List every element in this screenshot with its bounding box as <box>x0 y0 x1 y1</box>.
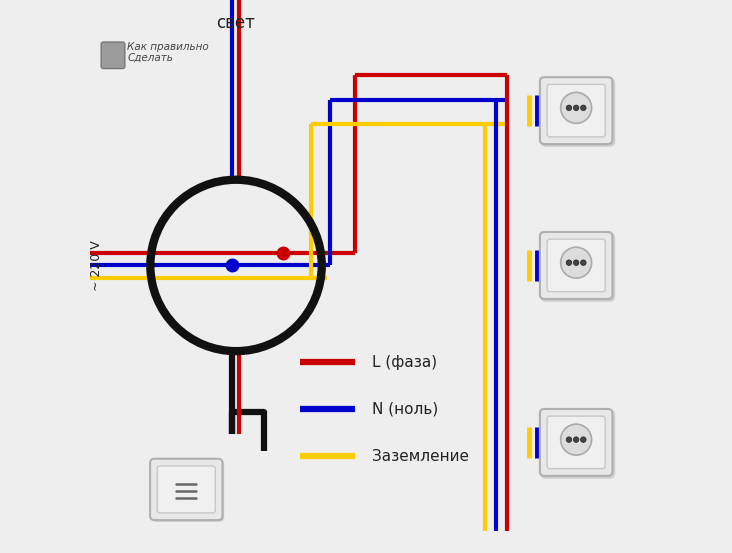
FancyBboxPatch shape <box>540 77 615 147</box>
Circle shape <box>573 437 579 442</box>
Circle shape <box>566 437 572 442</box>
Text: ~ 220 V: ~ 220 V <box>89 240 102 291</box>
Circle shape <box>561 92 591 123</box>
FancyBboxPatch shape <box>152 460 224 522</box>
Circle shape <box>561 424 591 455</box>
Text: Как правильно: Как правильно <box>127 42 209 52</box>
Text: Сделать: Сделать <box>127 53 173 63</box>
FancyBboxPatch shape <box>150 459 223 520</box>
FancyBboxPatch shape <box>157 466 215 513</box>
Text: N (ноль): N (ноль) <box>372 401 438 417</box>
Circle shape <box>566 105 572 111</box>
Circle shape <box>566 260 572 265</box>
FancyBboxPatch shape <box>540 77 613 144</box>
FancyBboxPatch shape <box>540 232 613 299</box>
Circle shape <box>573 105 579 111</box>
Text: свет: свет <box>216 14 255 32</box>
FancyBboxPatch shape <box>101 42 125 69</box>
Circle shape <box>580 260 586 265</box>
Circle shape <box>580 437 586 442</box>
Circle shape <box>580 105 586 111</box>
FancyBboxPatch shape <box>540 409 615 478</box>
FancyBboxPatch shape <box>540 409 613 476</box>
Circle shape <box>561 247 591 278</box>
FancyBboxPatch shape <box>547 239 605 292</box>
FancyBboxPatch shape <box>540 232 615 302</box>
Circle shape <box>573 260 579 265</box>
Text: L (фаза): L (фаза) <box>372 354 437 370</box>
FancyBboxPatch shape <box>547 416 605 468</box>
FancyBboxPatch shape <box>547 84 605 137</box>
Text: Заземление: Заземление <box>372 448 468 464</box>
